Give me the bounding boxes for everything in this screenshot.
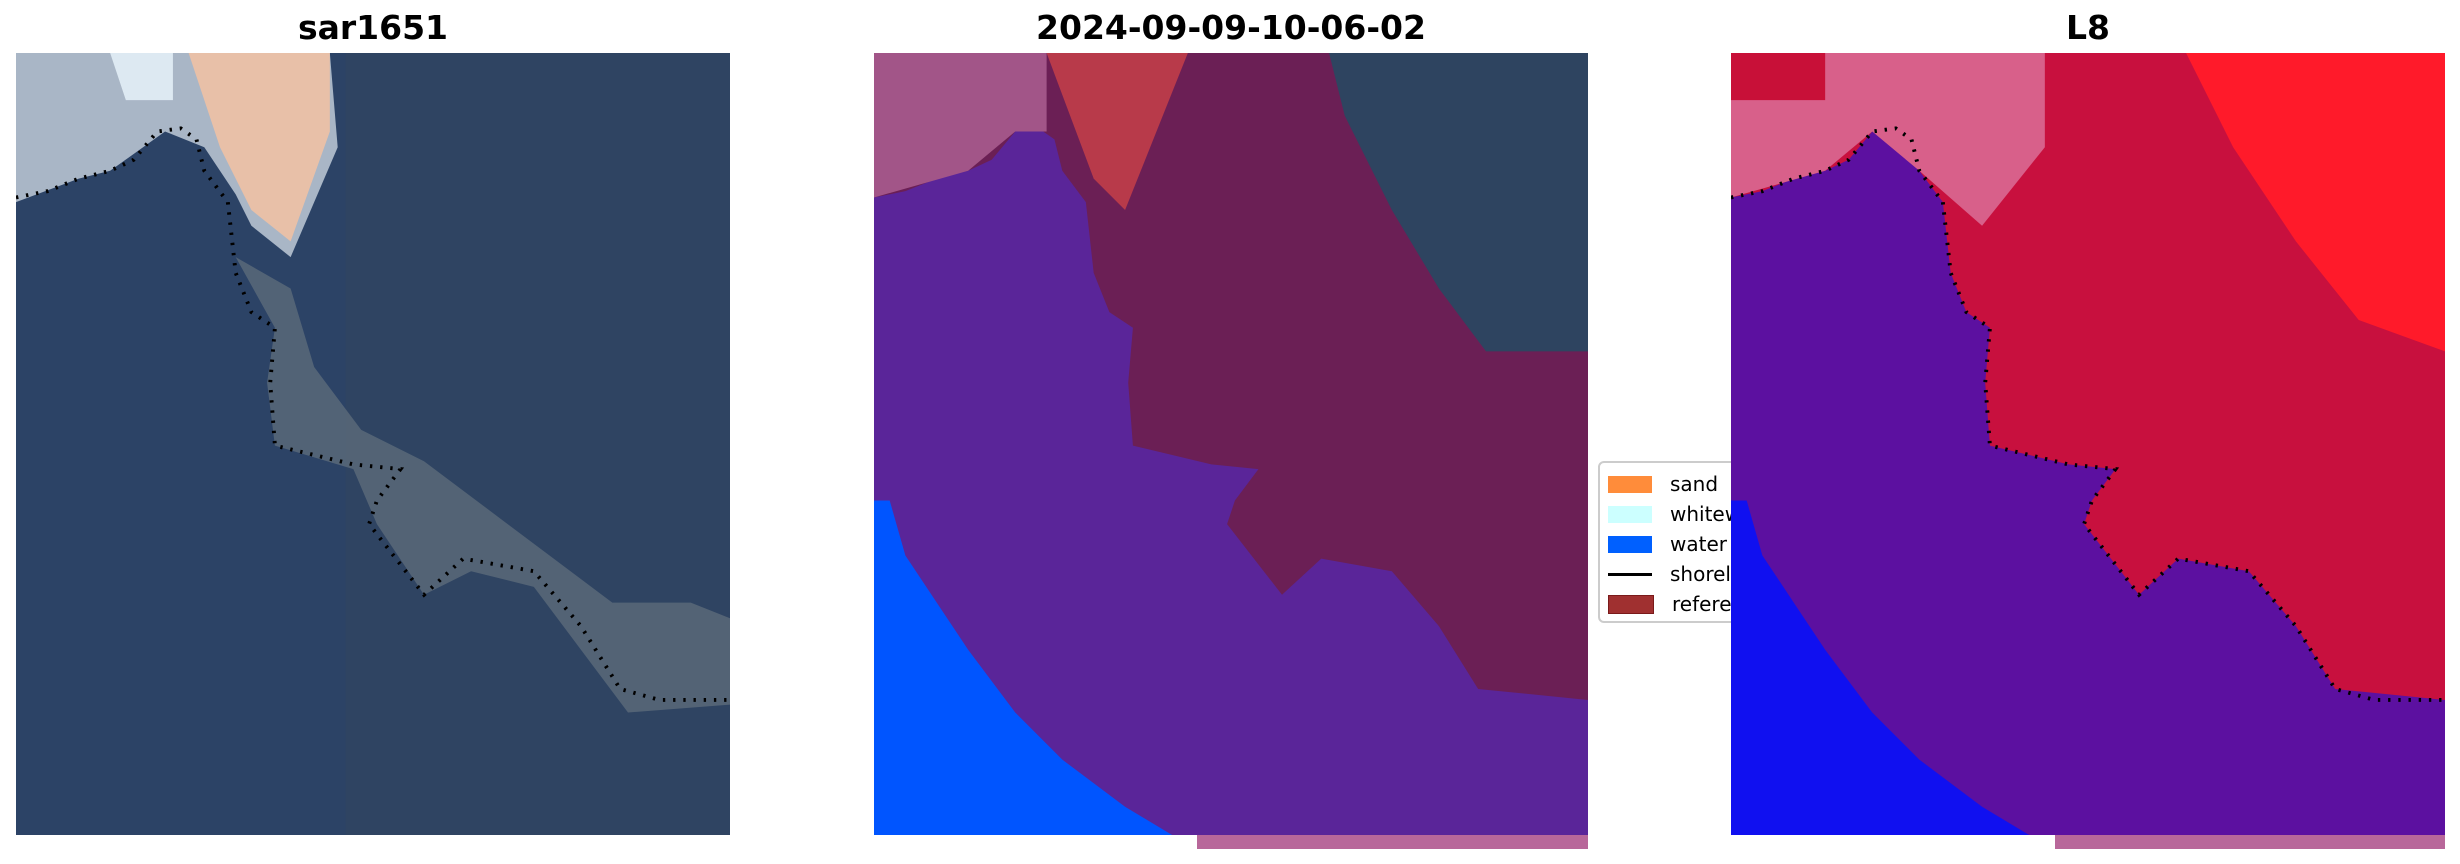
legend-item-water: water <box>1608 531 1727 557</box>
shoreline-line-swatch <box>1608 572 1652 576</box>
sand-swatch <box>1608 475 1652 493</box>
panel-3-title: L8 <box>2066 8 2110 47</box>
panel-2-extent-bar <box>1197 835 1588 849</box>
whitewater-swatch <box>1608 505 1652 523</box>
panel-1-title: sar1651 <box>297 8 449 47</box>
l8-probability-panel <box>1731 53 2445 835</box>
legend-item-sand: sand <box>1608 471 1718 497</box>
panel-2-title: 2024-09-09-10-06-02 <box>1036 8 1426 47</box>
satellite-image-panel <box>16 53 730 835</box>
water-swatch <box>1608 535 1652 553</box>
legend-label: water <box>1670 532 1727 556</box>
classification-panel <box>874 53 1588 835</box>
panel-3-extent-bar <box>2055 835 2445 849</box>
shoreline-dotted <box>16 126 730 702</box>
legend-label: sand <box>1670 472 1719 496</box>
reference-swatch <box>1608 594 1654 614</box>
